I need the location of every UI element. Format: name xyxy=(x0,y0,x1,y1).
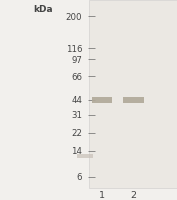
Text: 200: 200 xyxy=(66,13,82,21)
Text: 2: 2 xyxy=(131,191,137,199)
Text: 116: 116 xyxy=(66,45,82,53)
Text: 22: 22 xyxy=(71,129,82,137)
Bar xyxy=(77,155,93,158)
Text: kDa: kDa xyxy=(33,5,53,14)
Text: 14: 14 xyxy=(71,147,82,155)
Text: 44: 44 xyxy=(71,96,82,104)
Bar xyxy=(92,98,112,103)
Text: 6: 6 xyxy=(77,173,82,181)
Bar xyxy=(88,1,177,188)
Bar xyxy=(124,98,144,103)
Text: 97: 97 xyxy=(72,56,82,64)
Text: 31: 31 xyxy=(71,111,82,119)
Text: 1: 1 xyxy=(99,191,105,199)
Text: 66: 66 xyxy=(71,73,82,81)
